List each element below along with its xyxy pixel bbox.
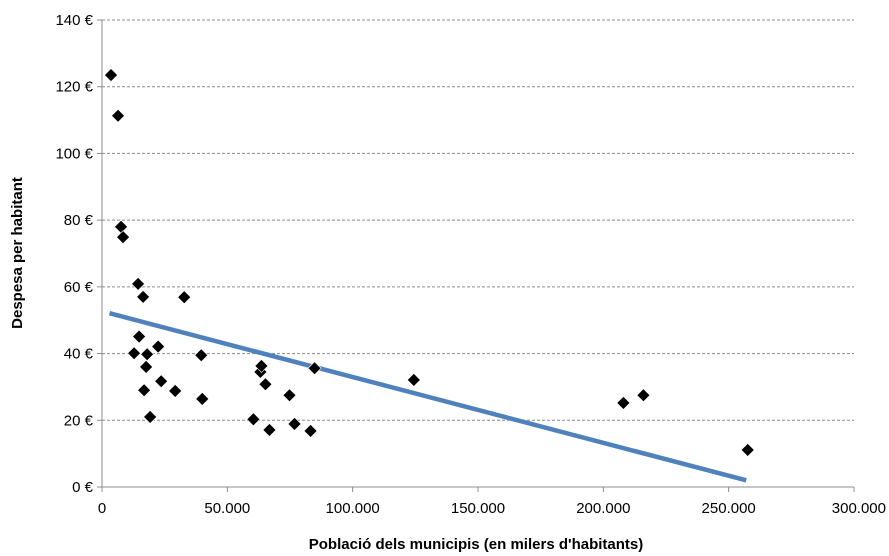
data-point-1	[111, 108, 125, 123]
data-point-30	[740, 443, 755, 457]
axes	[97, 19, 855, 492]
data-point-26	[307, 361, 322, 376]
y-axis-tick-labels: 0 € 20 € 40 € 60 € 80 € 100 € 120 € 140 €	[55, 12, 93, 496]
y-tick-label-2: 40 €	[64, 346, 94, 363]
x-tick-label-2: 100.000	[326, 500, 380, 517]
data-point-22	[262, 423, 277, 437]
data-point-5	[131, 276, 146, 291]
data-point-16	[194, 348, 209, 363]
data-points	[104, 68, 755, 457]
x-tick-label-1: 50.000	[204, 500, 250, 517]
data-point-4	[127, 346, 142, 361]
data-point-17	[195, 392, 210, 406]
data-point-9	[139, 359, 154, 374]
trendline-group	[108, 311, 747, 483]
y-tick-label-6: 120 €	[55, 79, 93, 96]
data-point-20	[254, 358, 269, 373]
x-tick-label-0: 0	[98, 500, 106, 517]
data-point-12	[151, 339, 166, 354]
data-point-13	[154, 374, 169, 389]
x-tick-label-6: 300.000	[832, 500, 886, 517]
y-tick-label-0: 0 €	[72, 479, 94, 496]
data-point-8	[137, 383, 152, 398]
x-tick-label-3: 150.000	[451, 500, 505, 517]
data-point-0	[104, 68, 118, 82]
data-point-3	[116, 230, 130, 245]
data-point-10	[140, 347, 155, 362]
data-point-29	[636, 388, 651, 403]
data-point-18	[246, 412, 261, 427]
y-tick-label-7: 140 €	[55, 12, 93, 29]
data-point-24	[287, 417, 302, 431]
x-tick-label-4: 200.000	[576, 500, 630, 517]
x-axis-title: Població dels municipis (en milers d'hab…	[309, 536, 643, 553]
y-tick-label-5: 100 €	[55, 145, 93, 162]
data-point-6	[132, 329, 147, 344]
data-point-7	[136, 289, 151, 304]
data-point-15	[177, 290, 192, 305]
data-point-23	[282, 388, 297, 403]
data-point-25	[303, 424, 318, 438]
data-point-28	[616, 396, 631, 410]
gridlines	[102, 19, 854, 421]
y-axis-title: Despesa per habitant	[9, 177, 26, 329]
y-tick-label-3: 60 €	[64, 279, 94, 296]
data-point-14	[168, 384, 183, 398]
y-tick-label-1: 20 €	[64, 412, 94, 429]
trendline	[108, 311, 747, 483]
data-point-21	[258, 377, 273, 392]
x-axis-tick-labels: 0 50.000 100.000 150.000 200.000 250.000 300.0…	[98, 500, 886, 517]
x-tick-label-5: 250.000	[702, 500, 756, 517]
data-point-2	[114, 219, 128, 234]
y-tick-label-4: 80 €	[64, 212, 94, 229]
data-point-11	[143, 410, 158, 424]
data-point-27	[406, 372, 421, 387]
